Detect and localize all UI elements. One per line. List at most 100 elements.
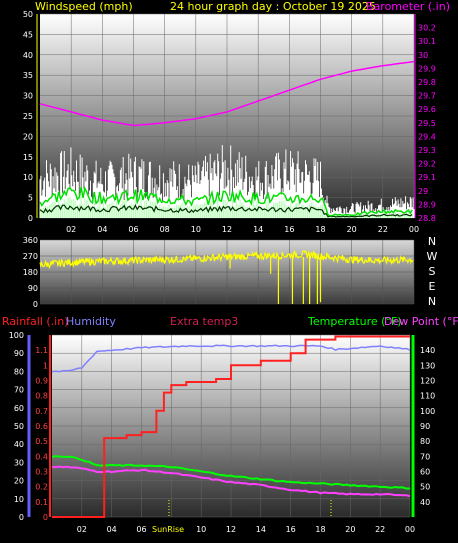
baro-tick-label: 28.9 (418, 200, 436, 209)
baro-tick-label: 29 (418, 187, 428, 196)
temp-tick-label: 100 (420, 407, 435, 416)
direction-tick-label: 360 (23, 236, 38, 245)
direction-left-axis: 0 90 180 270 360 (23, 236, 38, 309)
wind-tick-label: 15 (23, 153, 33, 162)
baro-tick-label: 28.8 (418, 214, 436, 223)
temp-x-tick-label: 22 (375, 525, 385, 534)
wind-x-axis: 02 04 06 08 10 12 14 16 18 20 22 00 (66, 225, 419, 234)
wind-x-tick-label: 06 (128, 225, 138, 234)
humidity-tick-label: 40 (14, 440, 24, 449)
baro-label: Barometer (.in) (366, 0, 450, 13)
sunrise-label: SunRise (152, 525, 184, 534)
wind-x-tick-label: 10 (191, 225, 201, 234)
rain-tick-label: 0.1 (35, 498, 48, 507)
wind-tick-label: 35 (23, 71, 33, 80)
compass-letter: S (429, 265, 436, 278)
temp-tick-label: 60 (420, 468, 430, 477)
rain-tick-label: 0.7 (35, 407, 48, 416)
rain-tick-label: 0.4 (35, 452, 48, 461)
compass-letter: W (427, 250, 438, 263)
temp-x-tick-label: 16 (286, 525, 296, 534)
temp-tick-label: 140 (420, 346, 435, 355)
wind-left-axis: 0 5 10 15 20 25 30 35 40 45 50 (23, 10, 38, 223)
baro-tick-label: 29.7 (418, 92, 436, 101)
temp-tick-label: 80 (420, 437, 430, 446)
temp-tick-label: 110 (420, 392, 435, 401)
humidity-tick-label: 60 (14, 404, 24, 413)
baro-tick-label: 29.4 (418, 132, 436, 141)
humidity-left-axis: 0 10 20 30 40 50 60 70 80 90 100 (9, 331, 31, 522)
baro-tick-label: 30 (418, 51, 428, 60)
baro-tick-label: 29.3 (418, 146, 436, 155)
barometer-series (39, 60, 415, 127)
baro-tick-label: 29.8 (418, 78, 436, 87)
rain-label: Rainfall (.in) (2, 315, 69, 328)
rain-tick-label: 1.1 (35, 346, 48, 355)
humidity-tick-label: 100 (9, 331, 24, 340)
baro-tick-label: 29.6 (418, 105, 436, 114)
direction-plot-grid (40, 239, 415, 305)
dewpoint-label: Dew Point (°F) (384, 315, 458, 328)
humidity-tick-label: 10 (14, 495, 24, 504)
temp-x-axis: 02 04 06 10 12 14 16 18 20 22 00 (77, 525, 415, 534)
chart-title: 24 hour graph day : October 19 2025 (170, 0, 376, 13)
wind-x-tick-label: 14 (253, 225, 263, 234)
wind-tick-label: 30 (23, 92, 33, 101)
temp-plot-series (51, 335, 411, 518)
wind-plot-series (39, 60, 415, 218)
wind-x-tick-label: 12 (222, 225, 232, 234)
direction-tick-label: 180 (23, 268, 38, 277)
baro-tick-label: 29.5 (418, 119, 436, 128)
temp-tick-label: 70 (420, 452, 430, 461)
wind-x-tick-label: 00 (409, 225, 419, 234)
wind-direction-series (39, 250, 414, 270)
humidity-tick-label: 80 (14, 367, 24, 376)
windspeed-series (39, 186, 413, 217)
wind-tick-label: 45 (23, 30, 33, 39)
temp-x-tick-label: 10 (196, 525, 206, 534)
rain-tick-label: 0.8 (35, 392, 48, 401)
rain-tick-label: 0.3 (35, 468, 48, 477)
temp-x-tick-label: 06 (136, 525, 146, 534)
temp-tick-label: 50 (420, 483, 430, 492)
temp-tick-label: 40 (420, 498, 430, 507)
temp-tick-label: 90 (420, 422, 430, 431)
direction-tick-label: 0 (33, 300, 38, 309)
humidity-tick-label: 90 (14, 349, 24, 358)
wind-tick-label: 0 (28, 214, 33, 223)
wind-x-tick-label: 22 (378, 225, 388, 234)
temp-x-tick-label: 04 (107, 525, 117, 534)
temp-x-tick-label: 00 (405, 525, 415, 534)
dewpoint-series (51, 465, 411, 498)
direction-plot-series (39, 250, 414, 304)
compass-letter: N (428, 295, 436, 308)
baro-right-axis: 28.8 28.9 29 29.1 29.2 29.3 29.4 29.5 29.6 29.7 29… (414, 14, 436, 223)
wind-x-tick-label: 08 (160, 225, 170, 234)
wind-x-tick-label: 18 (315, 225, 325, 234)
rain-tick-label: 0.2 (35, 483, 48, 492)
humidity-tick-label: 30 (14, 458, 24, 467)
direction-tick-label: 90 (28, 284, 38, 293)
temperature-label: Temperature (°F) (307, 315, 402, 328)
temp-tick-label: 120 (420, 377, 435, 386)
temp-x-tick-label: 12 (226, 525, 236, 534)
baro-tick-label: 30.1 (418, 37, 436, 46)
wind-x-tick-label: 02 (66, 225, 76, 234)
rain-axis: 0 0.1 0.2 0.3 0.4 0.5 0.6 0.7 0.8 0.9 1 1.1 (35, 335, 51, 522)
humidity-tick-label: 20 (14, 477, 24, 486)
baro-tick-label: 29.9 (418, 64, 436, 73)
temp-x-tick-label: 18 (315, 525, 325, 534)
humidity-series (51, 344, 411, 373)
temp-x-tick-label: 14 (256, 525, 266, 534)
temp-x-tick-label: 02 (77, 525, 87, 534)
baro-tick-label: 29.2 (418, 160, 436, 169)
wind-tick-label: 50 (23, 10, 33, 19)
direction-tick-label: 270 (23, 252, 38, 261)
wind-tick-label: 5 (28, 194, 33, 203)
humidity-label: Humidity (66, 315, 116, 328)
humidity-tick-label: 70 (14, 386, 24, 395)
baro-tick-label: 30.2 (418, 24, 436, 33)
rain-tick-label: 0.5 (35, 437, 48, 446)
